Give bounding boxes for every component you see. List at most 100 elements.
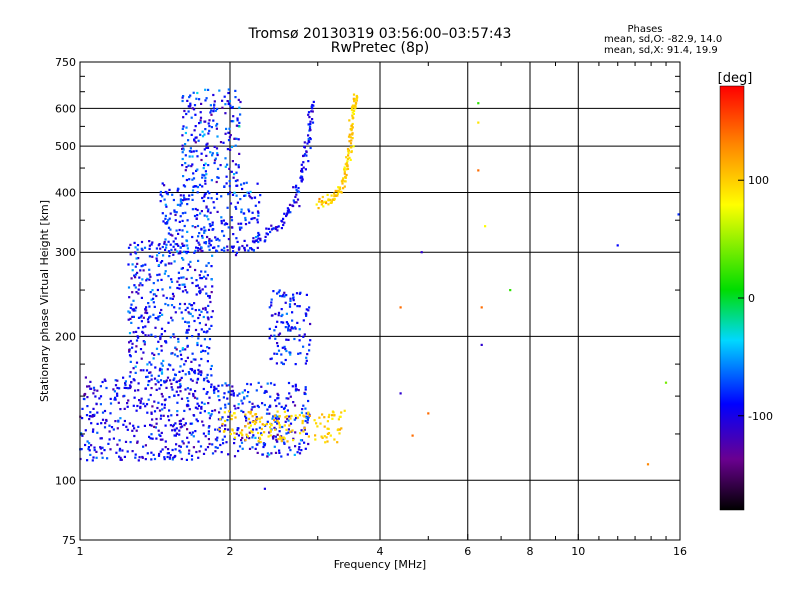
data-point xyxy=(93,389,96,392)
data-point xyxy=(213,246,216,249)
data-point xyxy=(127,399,130,402)
data-point xyxy=(251,240,255,243)
data-point xyxy=(228,167,231,170)
data-point xyxy=(136,440,139,443)
data-point xyxy=(286,207,289,210)
data-point xyxy=(124,380,127,383)
data-point xyxy=(289,329,292,332)
data-point xyxy=(285,415,288,418)
data-point xyxy=(135,409,138,412)
data-point xyxy=(138,284,141,287)
data-point xyxy=(140,247,143,250)
data-point xyxy=(216,153,219,157)
data-point xyxy=(186,219,189,222)
data-point xyxy=(277,394,280,397)
data-point xyxy=(279,294,282,298)
data-point xyxy=(298,414,301,417)
data-point xyxy=(90,387,93,390)
data-point xyxy=(208,347,211,350)
data-point xyxy=(337,190,340,194)
data-point xyxy=(303,428,306,431)
data-point xyxy=(150,411,153,414)
data-point xyxy=(205,205,208,208)
data-point xyxy=(197,440,200,443)
data-point xyxy=(254,239,257,242)
data-point xyxy=(192,172,195,175)
data-point xyxy=(209,111,212,114)
data-point xyxy=(294,186,297,189)
data-point xyxy=(230,170,233,173)
data-point xyxy=(90,422,93,425)
data-point xyxy=(136,244,140,247)
data-point xyxy=(184,154,187,157)
data-point xyxy=(236,179,239,182)
data-point xyxy=(322,205,325,208)
data-point xyxy=(164,424,167,427)
data-point xyxy=(196,341,199,345)
data-point xyxy=(267,227,270,230)
data-point xyxy=(213,100,216,103)
data-point xyxy=(239,113,242,116)
data-point xyxy=(169,212,172,215)
data-point xyxy=(86,396,89,399)
data-point xyxy=(247,422,250,425)
data-point xyxy=(186,230,189,233)
data-point xyxy=(203,164,206,167)
data-point xyxy=(298,339,301,342)
data-point xyxy=(164,248,167,251)
data-point xyxy=(193,214,197,218)
x-tick-label: 10 xyxy=(571,545,585,558)
data-point xyxy=(203,120,206,123)
data-point xyxy=(224,132,227,135)
data-point xyxy=(318,416,321,419)
data-point xyxy=(263,444,266,447)
data-point xyxy=(207,294,210,298)
data-point xyxy=(190,304,194,307)
data-point xyxy=(264,390,267,393)
data-point xyxy=(176,203,179,206)
data-point xyxy=(239,431,242,434)
data-point xyxy=(234,407,237,410)
data-point xyxy=(174,373,177,376)
data-point xyxy=(266,420,269,423)
data-point xyxy=(235,124,238,127)
data-point xyxy=(233,436,237,439)
colorbar-tick-label: 100 xyxy=(748,174,769,187)
data-point xyxy=(129,306,132,309)
data-point xyxy=(175,229,178,232)
data-point xyxy=(208,223,211,226)
data-point xyxy=(161,288,164,291)
data-point xyxy=(324,441,327,444)
data-point xyxy=(164,238,167,241)
data-point xyxy=(285,294,288,297)
data-point xyxy=(227,402,230,405)
data-point xyxy=(160,349,163,352)
data-point xyxy=(198,243,201,246)
data-point xyxy=(300,411,303,414)
data-point xyxy=(179,445,182,448)
data-point xyxy=(220,195,223,198)
data-point xyxy=(106,457,109,460)
data-point xyxy=(208,192,211,195)
data-point xyxy=(302,335,305,338)
data-point xyxy=(343,172,346,175)
data-point xyxy=(343,168,346,171)
data-point xyxy=(190,454,194,457)
data-point xyxy=(193,302,196,305)
data-point xyxy=(153,305,156,308)
data-point xyxy=(301,178,304,181)
data-point xyxy=(194,390,197,393)
data-point xyxy=(139,282,142,285)
data-point xyxy=(133,396,136,399)
data-point xyxy=(150,451,153,454)
data-point xyxy=(91,430,95,433)
data-point xyxy=(273,426,276,429)
data-point xyxy=(179,203,182,206)
data-point xyxy=(198,183,202,186)
data-point xyxy=(169,286,172,289)
data-point xyxy=(159,336,162,339)
data-point xyxy=(152,297,155,300)
data-point xyxy=(166,452,169,455)
data-point xyxy=(283,212,286,215)
data-point xyxy=(326,427,329,430)
